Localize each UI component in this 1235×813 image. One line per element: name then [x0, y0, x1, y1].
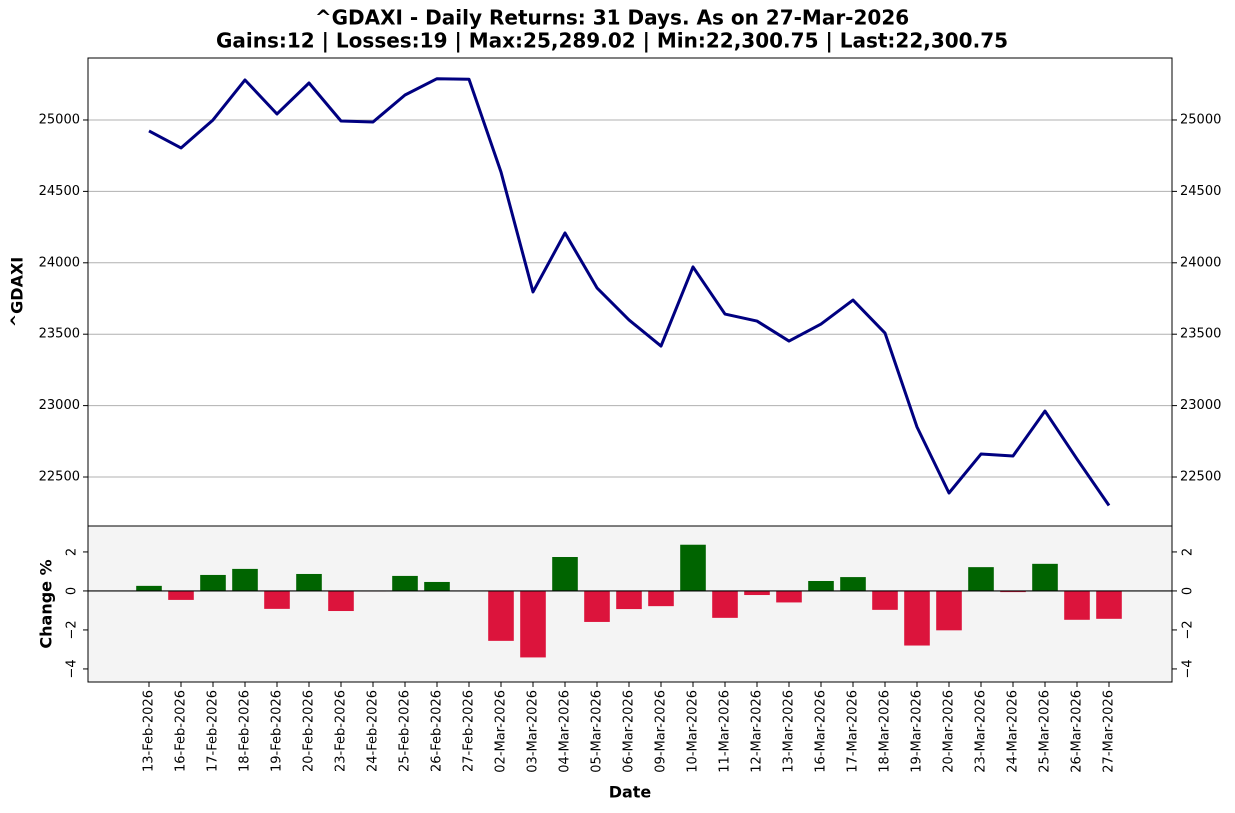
bar	[680, 544, 706, 591]
x-tick-label: 25-Mar-2026	[1038, 690, 1053, 773]
x-tick-label: 12-Mar-2026	[750, 690, 765, 773]
bar	[520, 590, 546, 658]
plot-frame	[87, 525, 1173, 683]
y-tick-label: 24500	[1180, 184, 1221, 199]
x-tick-label: 19-Feb-2026	[270, 690, 285, 772]
y-tick-label: −4	[65, 659, 80, 678]
x-tick-label: 03-Mar-2026	[526, 690, 541, 773]
y-tick-label: 24500	[39, 184, 80, 199]
bar	[936, 590, 962, 631]
bar	[648, 590, 674, 607]
x-tick-label: 13-Mar-2026	[782, 690, 797, 773]
bar	[616, 590, 642, 610]
x-axis-label: Date	[609, 783, 652, 802]
x-tick-label: 23-Feb-2026	[334, 690, 349, 772]
x-tick-label: 06-Mar-2026	[622, 690, 637, 773]
bar	[552, 557, 578, 591]
y-tick-label: −2	[1181, 620, 1196, 639]
y-tick-label: 24000	[1180, 255, 1221, 270]
y-tick-label: 24000	[39, 255, 80, 270]
bar	[584, 590, 610, 622]
y-tick-label: 23000	[39, 398, 80, 413]
x-tick-label: 26-Mar-2026	[1070, 690, 1085, 773]
y-tick-label: 2	[65, 548, 80, 556]
bar	[776, 590, 802, 603]
bar	[968, 567, 994, 591]
y-axis-label: ^GDAXI	[8, 257, 27, 328]
bar	[136, 585, 162, 591]
x-tick-label: 17-Feb-2026	[206, 690, 221, 772]
bar	[1096, 590, 1122, 619]
x-tick-label: 27-Mar-2026	[1102, 690, 1117, 773]
bar	[424, 581, 450, 591]
bar	[808, 580, 834, 591]
bar	[744, 590, 770, 596]
y-tick-label: 0	[1181, 587, 1196, 595]
x-tick-label: 24-Mar-2026	[1006, 690, 1021, 773]
x-tick-label: 05-Mar-2026	[590, 690, 605, 773]
x-tick-label: 17-Mar-2026	[846, 690, 861, 773]
y-tick-label: 23500	[39, 327, 80, 342]
x-tick-label: 16-Feb-2026	[174, 690, 189, 772]
y-tick-label: −2	[65, 620, 80, 639]
bar	[904, 590, 930, 646]
x-tick-label: 09-Mar-2026	[654, 690, 669, 773]
x-tick-label: 10-Mar-2026	[686, 690, 701, 773]
bar	[1032, 563, 1058, 591]
bar	[1064, 590, 1090, 620]
plot-area	[88, 58, 1172, 526]
x-tick-label: 18-Feb-2026	[238, 690, 253, 772]
y-tick-label: 25000	[1180, 112, 1221, 127]
x-tick-label: 27-Feb-2026	[462, 690, 477, 772]
x-tick-label: 18-Mar-2026	[878, 690, 893, 773]
bar	[200, 574, 226, 591]
bar	[872, 590, 898, 610]
bar	[840, 577, 866, 591]
x-tick-label: 16-Mar-2026	[814, 690, 829, 773]
x-tick-label: 20-Mar-2026	[942, 690, 957, 773]
y-tick-label: 22500	[39, 470, 80, 485]
x-tick-label: 24-Feb-2026	[366, 690, 381, 772]
x-tick-label: 11-Mar-2026	[718, 690, 733, 773]
y-tick-label: 2	[1181, 548, 1196, 556]
x-tick-label: 23-Mar-2026	[974, 690, 989, 773]
y-tick-label: 25000	[39, 112, 80, 127]
bar	[488, 590, 514, 641]
chart-title: ^GDAXI - Daily Returns: 31 Days. As on 2…	[315, 6, 909, 30]
y-tick-label: 22500	[1180, 470, 1221, 485]
y-tick-label: −4	[1181, 659, 1196, 678]
x-tick-label: 13-Feb-2026	[142, 690, 157, 772]
y-tick-label: 0	[65, 587, 80, 595]
bar	[232, 568, 258, 591]
bar	[264, 590, 290, 609]
x-tick-label: 19-Mar-2026	[910, 690, 925, 773]
x-tick-label: 04-Mar-2026	[558, 690, 573, 773]
y-tick-label: 23000	[1180, 398, 1221, 413]
bar	[168, 590, 194, 600]
price-line	[148, 77, 1111, 507]
bar	[296, 573, 322, 591]
bar	[712, 590, 738, 618]
bar	[392, 575, 418, 591]
y-axis-label: Change %	[37, 559, 56, 648]
chart-subtitle: Gains:12 | Losses:19 | Max:25,289.02 | M…	[216, 29, 1008, 53]
x-tick-label: 02-Mar-2026	[494, 690, 509, 773]
x-tick-label: 20-Feb-2026	[302, 690, 317, 772]
bar	[328, 590, 354, 612]
x-tick-label: 25-Feb-2026	[398, 690, 413, 772]
x-tick-label: 26-Feb-2026	[430, 690, 445, 772]
y-tick-label: 23500	[1180, 327, 1221, 342]
